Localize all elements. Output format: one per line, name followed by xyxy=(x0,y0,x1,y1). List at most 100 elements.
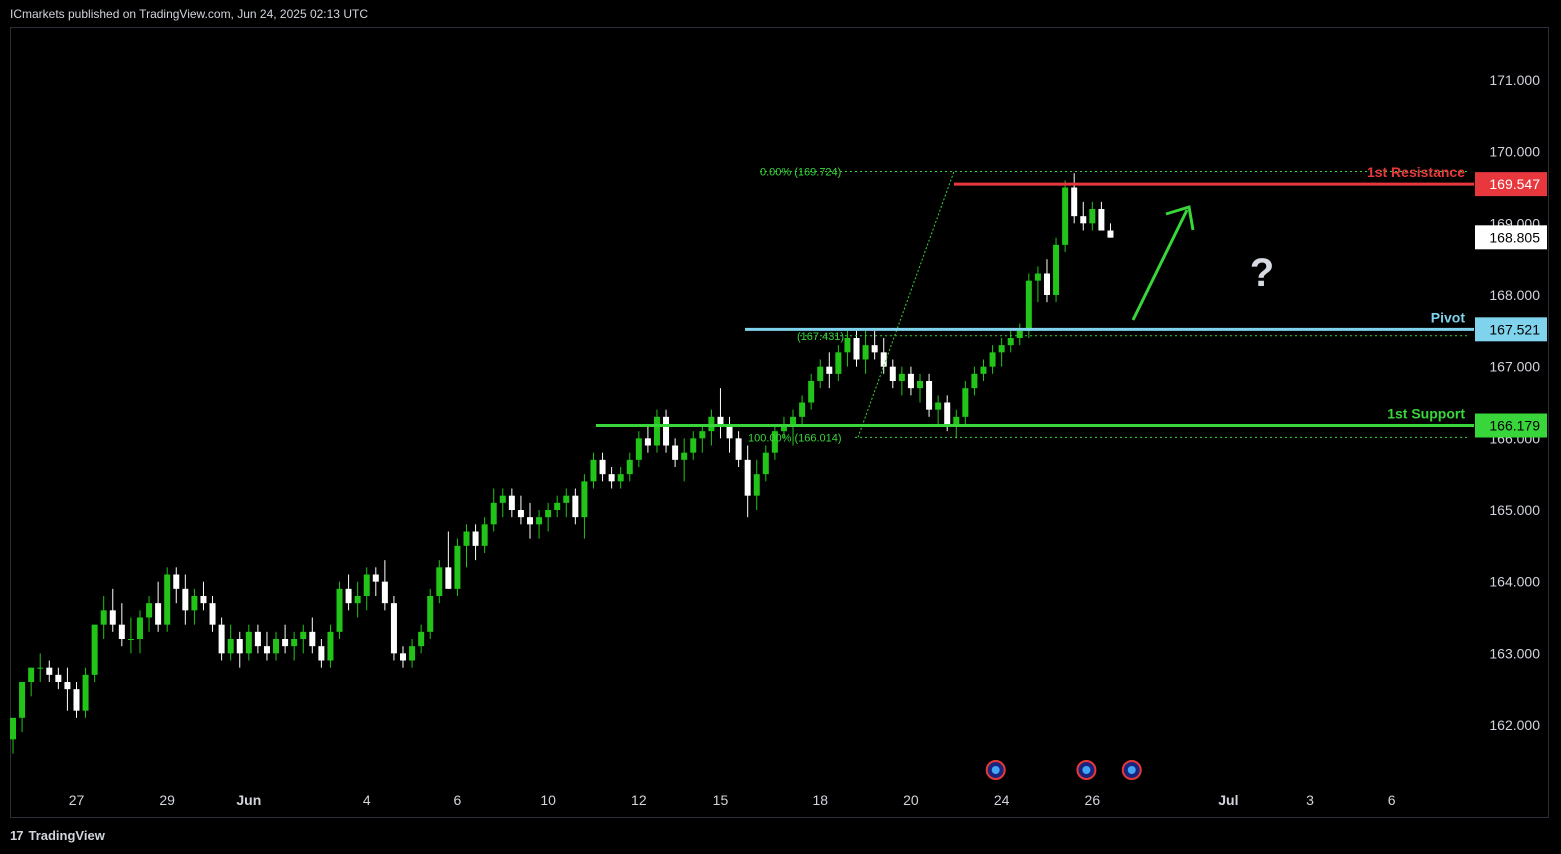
y-tick-label: 165.000 xyxy=(1489,502,1540,518)
resistance-tag-text: 169.547 xyxy=(1489,176,1540,192)
candle-body xyxy=(427,596,434,632)
candle-body xyxy=(236,639,243,654)
candle-body xyxy=(780,424,787,432)
candle-body xyxy=(790,416,797,424)
candle-body xyxy=(926,381,933,410)
candle-body xyxy=(826,366,833,374)
candle-body xyxy=(626,459,633,475)
y-tick-label: 162.000 xyxy=(1489,717,1540,733)
candle-body xyxy=(73,689,80,711)
candle-body xyxy=(164,574,171,625)
resistance-tag xyxy=(1475,172,1547,197)
candle-body xyxy=(681,452,688,460)
candle-body xyxy=(907,373,914,389)
x-tick-label: 6 xyxy=(1388,792,1396,808)
candle-body xyxy=(336,588,343,632)
candle-body xyxy=(28,667,35,682)
candle-body xyxy=(998,345,1005,353)
candle-body xyxy=(690,438,697,453)
candle-body xyxy=(835,352,842,374)
candle-body xyxy=(218,624,225,654)
candle-body xyxy=(282,639,289,647)
candle-body xyxy=(1089,209,1096,224)
candle-body xyxy=(227,639,234,654)
candle-body xyxy=(517,510,524,518)
candle-body xyxy=(463,531,470,546)
candle-body xyxy=(19,682,26,718)
candle-body xyxy=(917,381,923,389)
event-markers xyxy=(985,760,1142,780)
x-tick-label: 4 xyxy=(363,792,371,808)
candle-body xyxy=(617,474,624,482)
candle-body xyxy=(726,424,733,439)
support-label: 1st Support xyxy=(1387,406,1465,422)
y-tick-label: 167.000 xyxy=(1489,359,1540,375)
candle-body xyxy=(372,574,379,582)
candle-body xyxy=(581,481,588,518)
candle-body xyxy=(663,416,670,446)
current-price-tag-text: 168.805 xyxy=(1489,229,1540,245)
candle-body xyxy=(136,617,143,639)
candle-body xyxy=(635,438,642,460)
candle-body xyxy=(245,631,252,654)
candle-body xyxy=(409,646,416,661)
candle-body xyxy=(762,452,769,475)
candle-body xyxy=(572,495,579,518)
x-tick-label: 20 xyxy=(903,792,919,808)
pivot-tag xyxy=(1475,317,1547,342)
candle-body xyxy=(971,373,978,389)
x-tick-label: 12 xyxy=(631,792,647,808)
candle-body xyxy=(82,674,89,711)
candle-body xyxy=(808,381,815,403)
candle-body xyxy=(953,416,960,424)
y-tick-label: 164.000 xyxy=(1489,574,1540,590)
candle-body xyxy=(436,567,443,596)
candle-body xyxy=(771,431,778,453)
x-axis: 27 29 Jun 4 6 10 12 15 18 20 24 26 Jul 3 6 xyxy=(69,792,1396,808)
x-tick-label: 24 xyxy=(994,792,1010,808)
candle-body xyxy=(300,631,307,639)
y-tick-label: 171.000 xyxy=(1489,72,1540,88)
candle-body xyxy=(1080,216,1087,224)
candle-body xyxy=(699,431,706,439)
candle-body xyxy=(563,495,570,503)
candle-body xyxy=(672,445,679,460)
candle-body xyxy=(871,345,878,353)
pivot-tag-text: 167.521 xyxy=(1489,321,1540,337)
x-tick-label: 26 xyxy=(1085,792,1101,808)
candle-body xyxy=(1034,273,1041,281)
candle-body xyxy=(354,596,361,604)
y-tick-label: 163.000 xyxy=(1489,645,1540,661)
candle-body xyxy=(445,567,452,589)
candle-body xyxy=(10,717,16,740)
candle-body xyxy=(46,667,53,675)
candle-body xyxy=(1062,187,1069,245)
question-mark: ? xyxy=(1250,251,1274,295)
fib-label-0: 0.00% (169.724) xyxy=(760,166,841,178)
candle-body xyxy=(590,459,597,482)
candle-body xyxy=(508,495,515,510)
candle-body xyxy=(309,631,316,647)
tradingview-logo[interactable]: 17 TradingView xyxy=(10,828,105,843)
candle-body xyxy=(1071,187,1078,217)
candle-body xyxy=(1043,273,1050,295)
candle-body xyxy=(91,624,98,675)
candle-body xyxy=(1016,330,1023,338)
candle-body xyxy=(273,639,280,654)
candle-body xyxy=(100,610,107,625)
candle-body xyxy=(536,517,543,525)
pivot-label: Pivot xyxy=(1431,309,1466,325)
candle-body xyxy=(545,510,552,518)
candle-body xyxy=(400,653,407,661)
candle-body xyxy=(817,366,824,381)
candle-body xyxy=(254,631,261,647)
x-tick-label: 18 xyxy=(812,792,828,808)
support-tag xyxy=(1475,413,1547,438)
chart-frame xyxy=(10,27,1549,818)
y-axis: 171.000170.000169.000168.000167.000166.0… xyxy=(1475,72,1547,733)
candle-body xyxy=(708,416,715,432)
candle-body xyxy=(146,603,153,618)
x-tick-label: 27 xyxy=(69,792,85,808)
candle-body xyxy=(363,574,370,596)
